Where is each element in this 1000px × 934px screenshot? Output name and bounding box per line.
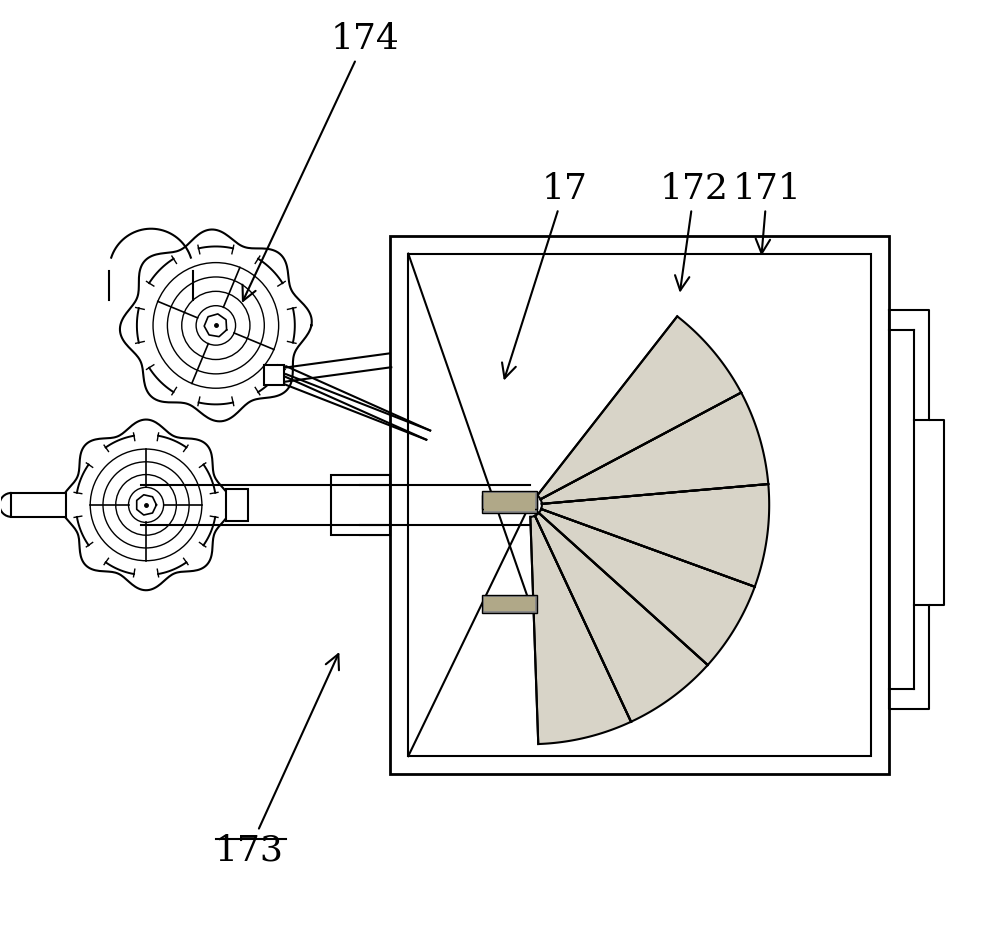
Bar xyxy=(484,493,535,507)
Bar xyxy=(331,475,390,535)
Polygon shape xyxy=(137,495,156,515)
Text: 171: 171 xyxy=(733,172,802,253)
Bar xyxy=(226,488,248,521)
Text: 173: 173 xyxy=(214,654,339,868)
Polygon shape xyxy=(540,392,768,503)
Text: 172: 172 xyxy=(660,172,729,290)
Bar xyxy=(11,493,66,517)
Bar xyxy=(482,495,537,513)
Polygon shape xyxy=(537,317,741,500)
Bar xyxy=(482,595,537,613)
Bar xyxy=(390,235,889,774)
Bar xyxy=(408,254,871,757)
Bar xyxy=(360,475,390,535)
Polygon shape xyxy=(539,509,755,665)
Bar xyxy=(482,491,537,509)
Bar xyxy=(484,597,535,611)
Text: 17: 17 xyxy=(502,172,588,378)
Polygon shape xyxy=(530,516,631,744)
Polygon shape xyxy=(535,513,708,722)
Text: 174: 174 xyxy=(243,22,400,301)
Polygon shape xyxy=(541,484,769,587)
Polygon shape xyxy=(204,314,227,336)
Bar xyxy=(484,497,535,511)
Bar xyxy=(264,365,284,385)
